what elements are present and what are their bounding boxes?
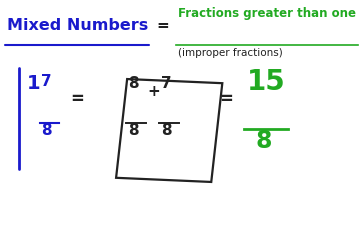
- Text: 15: 15: [247, 68, 285, 95]
- Text: 8: 8: [256, 129, 272, 153]
- Bar: [116, 79, 222, 182]
- Text: 8: 8: [128, 76, 139, 92]
- Text: 8: 8: [128, 123, 139, 138]
- Text: +: +: [148, 84, 160, 99]
- Text: =: =: [157, 18, 169, 33]
- Text: 1: 1: [27, 74, 41, 93]
- Text: 7: 7: [161, 76, 172, 92]
- Text: 8: 8: [161, 123, 172, 138]
- Text: Fractions greater than one: Fractions greater than one: [178, 7, 356, 20]
- Text: =: =: [220, 90, 234, 108]
- Text: 7: 7: [41, 74, 52, 89]
- Text: =: =: [70, 90, 84, 108]
- Text: Mixed Numbers: Mixed Numbers: [7, 18, 148, 33]
- Text: (improper fractions): (improper fractions): [178, 48, 283, 58]
- Text: 8: 8: [41, 123, 52, 138]
